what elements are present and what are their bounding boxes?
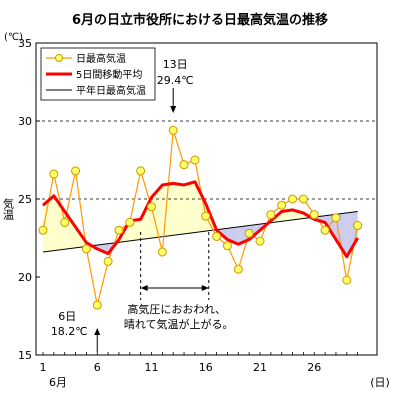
- y-tick-label: 25: [18, 193, 32, 206]
- daily-max-point: [244, 228, 254, 238]
- legend-normal-label: 平年日最高気温: [76, 84, 146, 97]
- daily-max-point: [114, 225, 124, 235]
- chart-title: 6月の日立市役所における日最高気温の推移: [72, 12, 328, 28]
- daily-max-point: [353, 221, 363, 231]
- fill-above-normal: [194, 181, 206, 233]
- y-tick-label: 15: [18, 349, 32, 362]
- legend-daily-marker: [55, 54, 63, 62]
- unit-label: (℃): [4, 32, 23, 43]
- daily-max-point: [190, 155, 200, 165]
- fill-above-normal: [43, 195, 54, 253]
- daily-max-point: [92, 300, 102, 310]
- daily-max-point: [212, 231, 222, 241]
- annotation-peak-arrow-head: [170, 106, 177, 113]
- y-axis-label: 気温: [2, 197, 15, 220]
- daily-max-point: [81, 244, 91, 254]
- daily-max-point: [222, 241, 232, 251]
- annotation-peak-day: 13日: [163, 58, 188, 71]
- x-axis-unit-label: (日): [370, 376, 390, 389]
- normal-temperature-line: [42, 210, 358, 253]
- fill-above-normal: [151, 184, 163, 239]
- annotation-low-arrow-head: [94, 328, 101, 335]
- daily-max-point: [125, 217, 135, 227]
- daily-max-point: [103, 256, 113, 266]
- daily-max-point: [49, 169, 59, 179]
- daily-max-point: [201, 211, 211, 221]
- annotation-peak-value: 29.4℃: [157, 74, 194, 87]
- daily-max-point: [255, 236, 265, 246]
- period-arrow-left-head: [140, 285, 148, 291]
- grid-lines: [36, 120, 377, 200]
- daily-max-point: [147, 202, 156, 212]
- period-arrow-right-head: [201, 285, 209, 291]
- daily-max-point: [266, 210, 276, 220]
- daily-max-point: [38, 225, 48, 235]
- annotations: 13日 29.4℃ 6日 18.2℃ 高気圧におおわれ、晴れて気温が上がる。: [51, 58, 234, 352]
- daily-max-point: [277, 200, 287, 210]
- daily-max-point: [309, 210, 319, 220]
- x-tick-label: 1: [40, 361, 47, 374]
- daily-max-point: [136, 166, 146, 176]
- annotation-period-line2: 晴れて気温が上がる。: [124, 317, 234, 331]
- y-tick-label: 35: [18, 37, 32, 50]
- series-group: [38, 125, 363, 310]
- daily-max-point: [60, 217, 70, 227]
- x-tick-label: 21: [253, 361, 267, 374]
- month-label: 6月: [49, 376, 67, 389]
- daily-max-point: [320, 225, 330, 235]
- daily-max-point: [168, 125, 178, 135]
- x-axis-ticks: 1 6 11 16 21 26: [40, 352, 359, 374]
- daily-max-point: [233, 264, 243, 274]
- daily-max-point: [179, 160, 189, 170]
- annotation-period-line1: 高気圧におおわれ、: [127, 302, 226, 316]
- y-tick-label: 30: [18, 115, 32, 128]
- fill-below-normal: [335, 212, 347, 257]
- legend-daily-label: 日最高気温: [76, 52, 126, 65]
- legend: 日最高気温 5日間移動平均 平年日最高気温: [40, 47, 156, 101]
- daily-max-point: [331, 213, 341, 223]
- x-tick-label: 16: [199, 361, 213, 374]
- fill-above-normal: [184, 181, 195, 234]
- daily-max-point: [288, 194, 298, 204]
- x-tick-label: 26: [307, 361, 321, 374]
- moving-average-line: [42, 180, 359, 259]
- fill-above-normal: [173, 183, 185, 236]
- y-axis-ticks: 15 20 25 30 35: [18, 37, 40, 362]
- fill-above-normal: [281, 209, 293, 222]
- legend-moving-avg-label: 5日間移動平均: [76, 68, 142, 81]
- daily-max-point: [298, 194, 308, 204]
- daily-max-point: [342, 275, 352, 285]
- annotation-low-day: 6日: [58, 310, 76, 323]
- x-tick-label: 6: [94, 361, 101, 374]
- y-tick-label: 20: [18, 271, 32, 284]
- x-tick-label: 11: [145, 361, 159, 374]
- daily-max-point: [157, 247, 167, 257]
- daily-max-point: [71, 166, 81, 176]
- annotation-low-value: 18.2℃: [51, 325, 88, 338]
